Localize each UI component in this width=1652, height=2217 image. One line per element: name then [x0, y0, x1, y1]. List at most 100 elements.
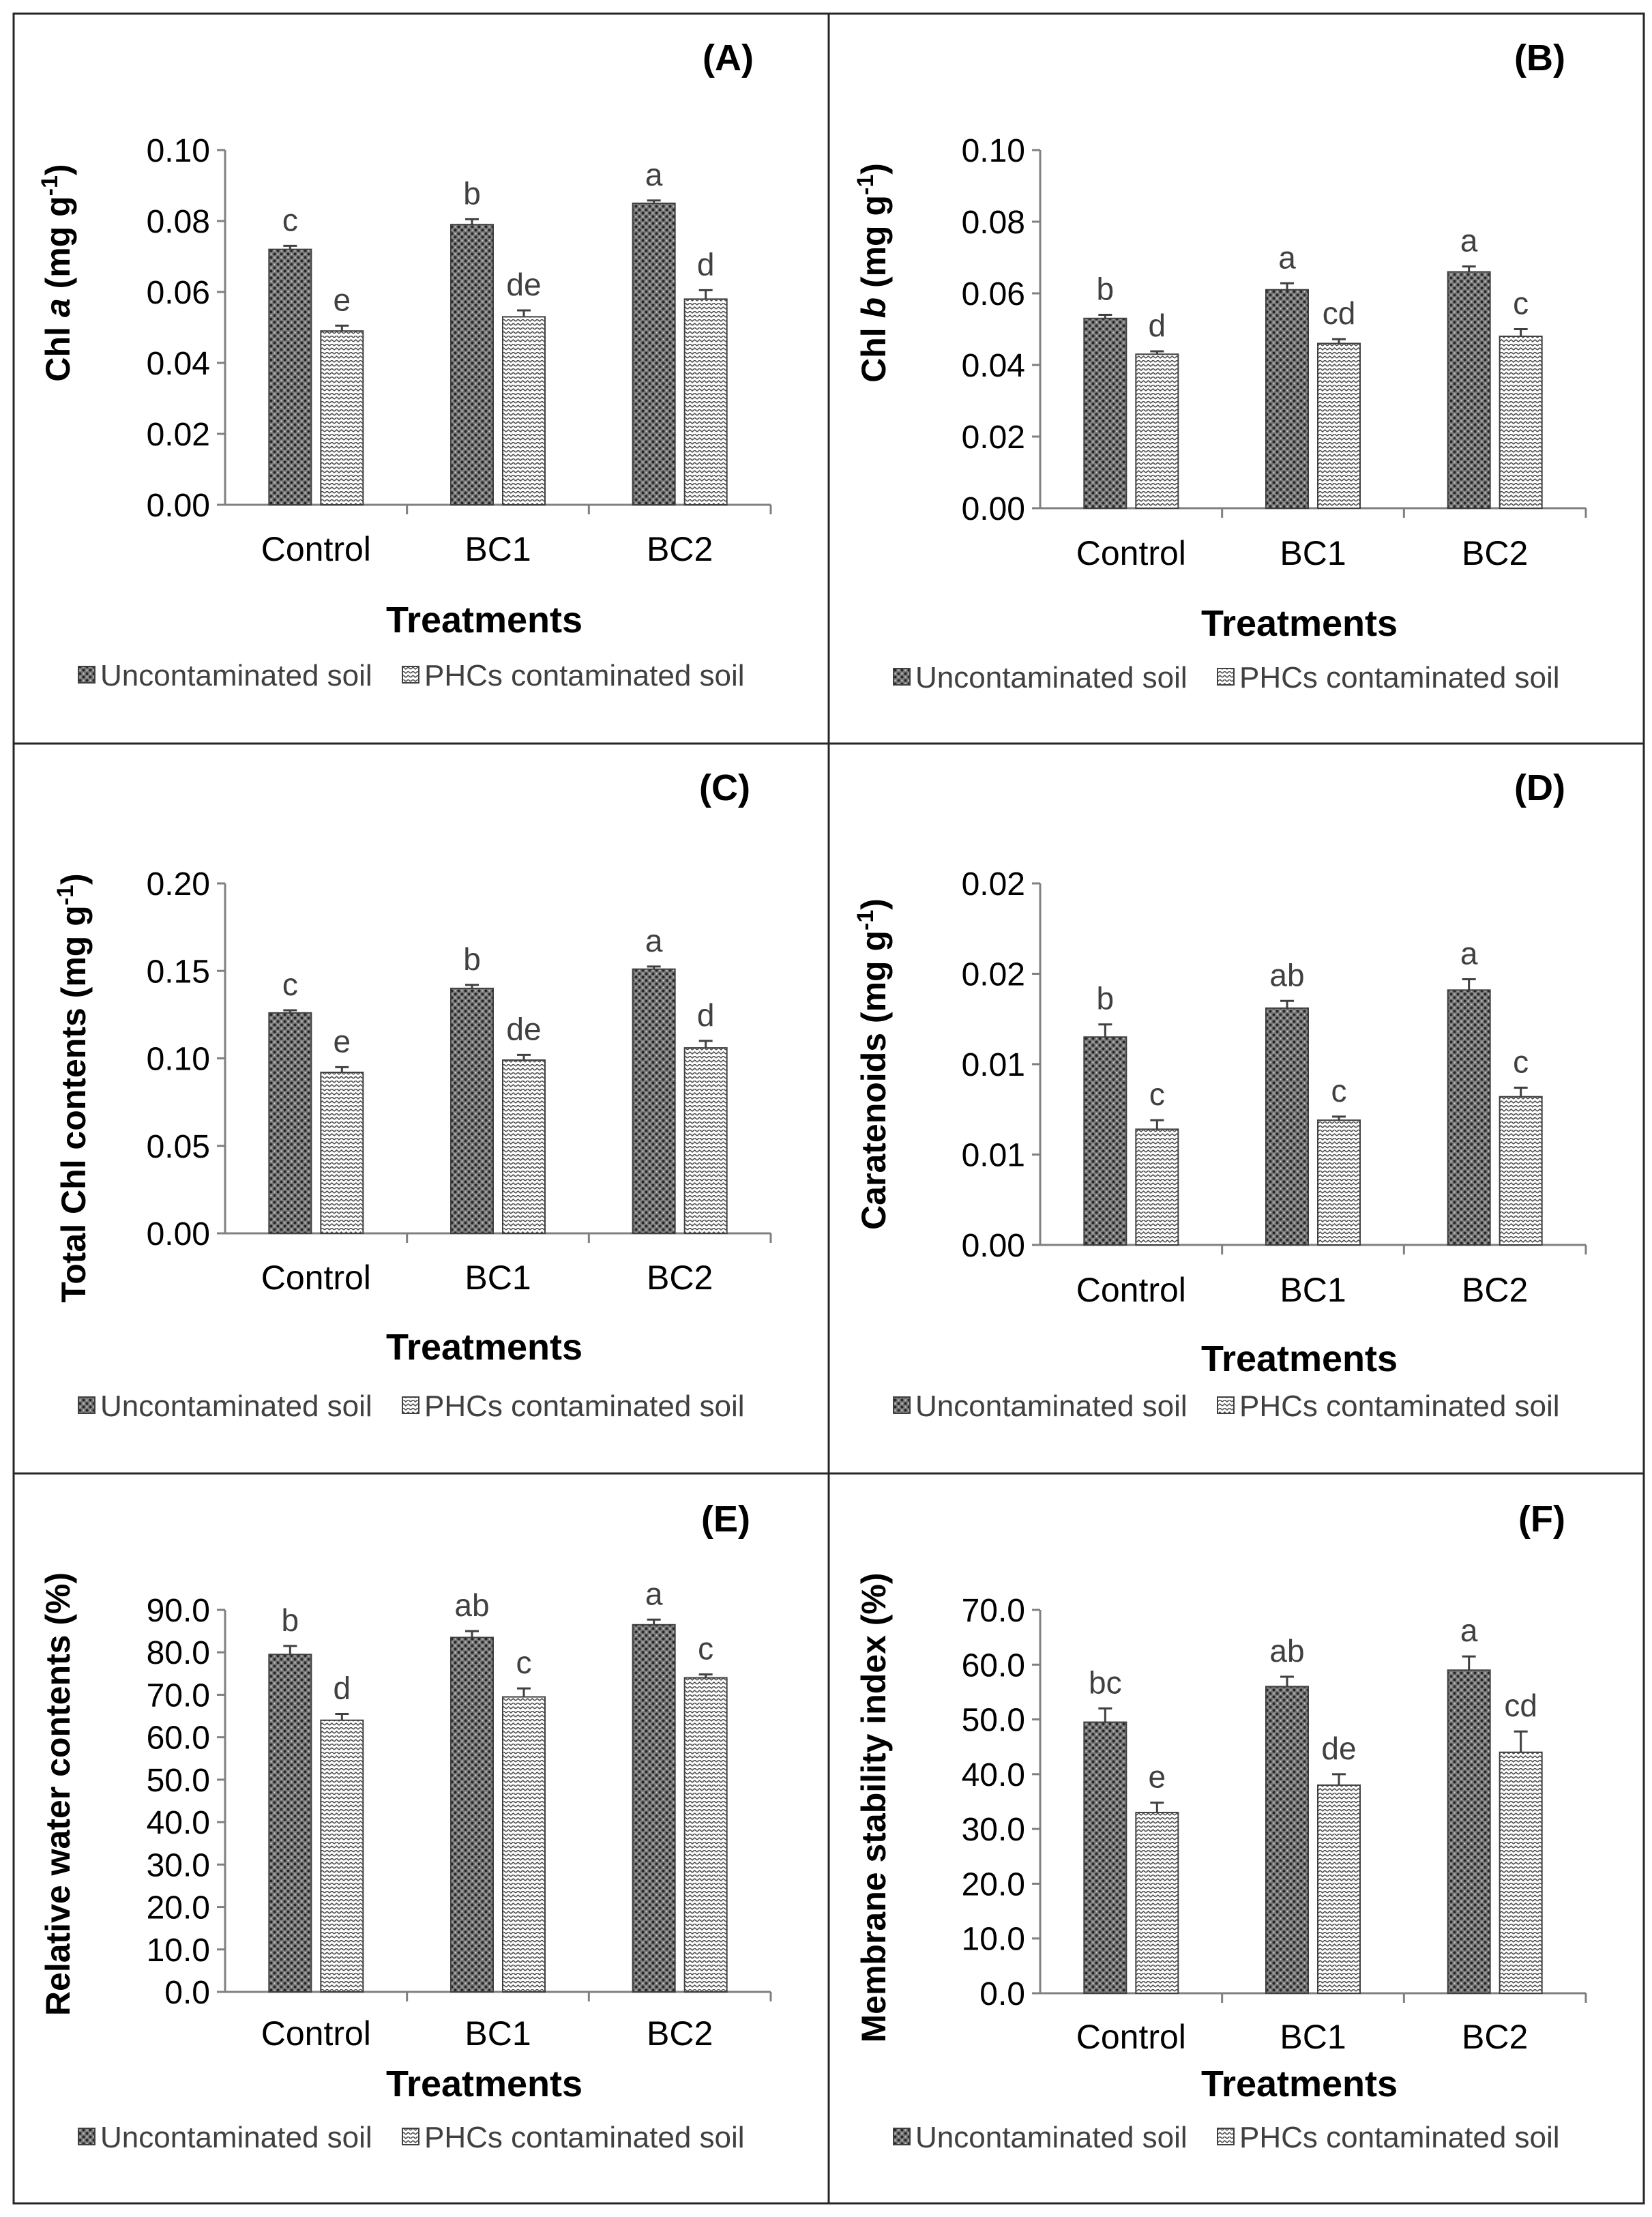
y-tick-label: 90.0 — [147, 1593, 210, 1629]
legend-swatch-uncontaminated — [78, 2128, 95, 2145]
y-axis-title-part: Total Chl contents (mg g — [55, 905, 93, 1302]
bar-contaminated — [1317, 1119, 1361, 1246]
bar-uncontaminated — [632, 203, 676, 505]
y-axis-title: Caratenoids (mg g-1) — [853, 898, 893, 1230]
y-tick-label: 0.05 — [147, 1129, 210, 1165]
x-tick-label: BC2 — [1462, 534, 1528, 572]
panel-b: 0.000.020.040.060.080.10ControlbdBC1acdB… — [827, 12, 1645, 745]
significance-letter: bc — [1089, 1665, 1122, 1701]
y-axis-title-part: Membrane stability index (%) — [855, 1572, 893, 2042]
legend-label: Uncontaminated soil — [100, 1390, 372, 1423]
y-axis-title: Chl b (mg g-1) — [853, 163, 893, 383]
bar-contaminated — [683, 1047, 728, 1234]
x-tick-label: Control — [261, 1259, 371, 1297]
panel-c: 0.00 0.05 0.10 0.15 0.20 Control c e BC1 bde BC2 a d… — [12, 742, 830, 1475]
y-axis-title-part: -1 — [853, 175, 879, 195]
significance-letter: cd — [1323, 295, 1356, 331]
legend-swatch-uncontaminated — [78, 666, 95, 684]
y-axis-title-part: Chl — [855, 318, 893, 382]
bar-uncontaminated — [1265, 1686, 1309, 1994]
bar-uncontaminated — [268, 1012, 312, 1235]
y-tick-label: 0.10 — [147, 133, 210, 169]
significance-letter: cd — [1504, 1688, 1537, 1723]
y-tick-label: 60.0 — [962, 1647, 1025, 1684]
legend-label: Uncontaminated soil — [915, 661, 1188, 694]
legend-swatch-contaminated — [402, 1396, 419, 1414]
significance-letter: b — [282, 1602, 299, 1638]
legend-swatch-contaminated — [1217, 668, 1235, 686]
bar-contaminated — [1135, 1128, 1179, 1246]
bar-uncontaminated — [1083, 1036, 1127, 1246]
y-axis-title-part: -1 — [853, 910, 879, 930]
bar-uncontaminated — [268, 1654, 312, 1993]
x-tick-label: BC1 — [464, 530, 531, 568]
y-tick-label: 10.0 — [147, 1933, 210, 1969]
y-axis-title-part: Relative water contents (%) — [39, 1572, 77, 2016]
legend-swatch-uncontaminated — [78, 1396, 95, 1414]
panel-label: (E) — [701, 1499, 750, 1540]
bar-contaminated — [1499, 1751, 1543, 1995]
bar-contaminated — [502, 316, 546, 505]
significance-letter: d — [1149, 308, 1166, 343]
panel-label: (F) — [1518, 1499, 1565, 1540]
legend-label: Uncontaminated soil — [915, 1390, 1188, 1423]
y-tick-label: 0.20 — [147, 866, 210, 902]
x-tick-label: Control — [261, 530, 371, 568]
bar-uncontaminated — [632, 968, 676, 1235]
y-tick-label: 0.00 — [147, 488, 210, 524]
significance-letter: a — [1460, 1613, 1478, 1648]
panel-label: (B) — [1514, 38, 1565, 78]
significance-letter: ab — [1269, 957, 1304, 993]
significance-letter: d — [697, 997, 715, 1033]
bar-contaminated — [502, 1059, 546, 1234]
significance-letter: de — [506, 1011, 541, 1046]
y-tick-label: 0.00 — [962, 491, 1025, 527]
bar-uncontaminated — [1447, 1669, 1491, 1994]
bar-uncontaminated — [450, 987, 494, 1235]
x-tick-label: BC1 — [464, 1259, 531, 1297]
y-axis-title-part: -1 — [53, 885, 78, 905]
bar-contaminated — [1499, 1096, 1543, 1246]
y-tick-label: 60.0 — [147, 1720, 210, 1757]
bar-contaminated — [1317, 1784, 1361, 1995]
bar-uncontaminated — [450, 224, 494, 505]
legend-label: Uncontaminated soil — [100, 659, 372, 692]
y-tick-label: 40.0 — [147, 1805, 210, 1841]
bar-contaminated — [320, 330, 364, 506]
y-axis-title-part: (mg g — [855, 195, 893, 297]
y-tick-label: 40.0 — [962, 1757, 1025, 1793]
x-axis-title: Treatments — [386, 2064, 582, 2104]
y-tick-label: 70.0 — [147, 1677, 210, 1714]
x-tick-label: BC2 — [1462, 1271, 1528, 1309]
y-tick-label: 0.00 — [147, 1216, 210, 1252]
significance-letter: c — [282, 202, 298, 237]
legend-swatch-uncontaminated — [893, 668, 911, 686]
significance-letter: ab — [454, 1587, 489, 1623]
y-tick-label: 0.02 — [962, 866, 1025, 902]
x-tick-label: Control — [261, 2014, 371, 2053]
panel-f: 0.0 10.0 20.0 30.0 40.0 50.0 60.0 70.0 Control bc… — [827, 1472, 1645, 2205]
significance-letter: c — [1149, 1076, 1165, 1112]
panel-label: (C) — [699, 767, 750, 808]
legend-label: PHCs contaminated soil — [1239, 2121, 1560, 2154]
y-axis-title: Membrane stability index (%) — [855, 1572, 893, 2042]
y-tick-label: 80.0 — [147, 1635, 210, 1671]
significance-letter: c — [516, 1645, 532, 1680]
significance-letter: a — [1460, 935, 1478, 971]
y-tick-label: 0.02 — [962, 420, 1025, 456]
bar-contaminated — [1135, 353, 1179, 509]
y-axis-title-part: ) — [855, 898, 893, 910]
significance-letter: a — [1460, 223, 1478, 259]
legend-label: Uncontaminated soil — [100, 2121, 372, 2154]
y-axis-title-part: -1 — [37, 175, 63, 196]
y-axis-title-part: (mg g — [39, 196, 77, 298]
x-tick-label: BC2 — [647, 2014, 713, 2053]
y-tick-label: 0.08 — [147, 204, 210, 240]
x-tick-label: BC2 — [647, 530, 713, 568]
significance-letter: b — [463, 175, 481, 211]
legend-swatch-contaminated — [1217, 1396, 1235, 1414]
panel-label: (D) — [1514, 767, 1565, 808]
significance-letter: e — [334, 282, 351, 317]
legend-label: Uncontaminated soil — [915, 2121, 1188, 2154]
panel-a: 0.00 0.02 0.04 0.06 0.08 0.10 Control c e BC1 b de B… — [12, 12, 830, 745]
